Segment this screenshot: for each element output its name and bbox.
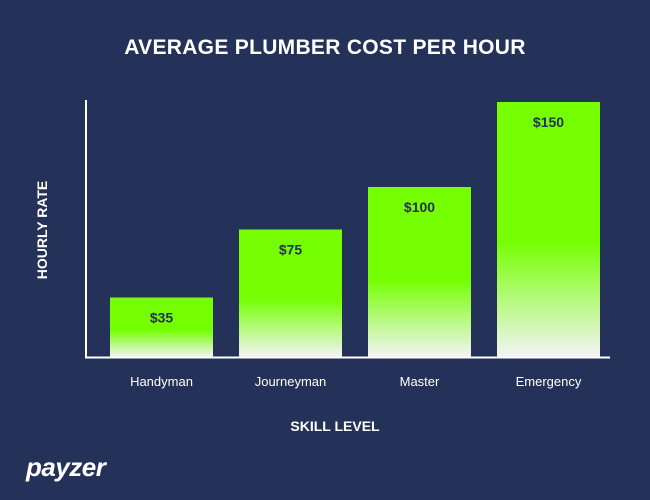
x-tick-label: Handyman — [130, 374, 193, 389]
payzer-logo: payzer — [26, 452, 106, 482]
bar-journeyman — [239, 229, 342, 357]
bar-emergency — [497, 102, 600, 357]
bar-master — [368, 187, 471, 357]
data-label: $75 — [279, 242, 303, 258]
x-tick-label: Master — [400, 374, 440, 389]
data-label: $150 — [533, 114, 564, 130]
chart-title: AVERAGE PLUMBER COST PER HOUR — [124, 36, 526, 59]
bar-handyman — [110, 297, 213, 357]
data-label: $100 — [404, 199, 435, 215]
x-tick-label: Journeyman — [255, 374, 327, 389]
data-label: $35 — [150, 310, 174, 326]
x-tick-label: Emergency — [516, 374, 582, 389]
x-axis-label: SKILL LEVEL — [290, 418, 380, 434]
